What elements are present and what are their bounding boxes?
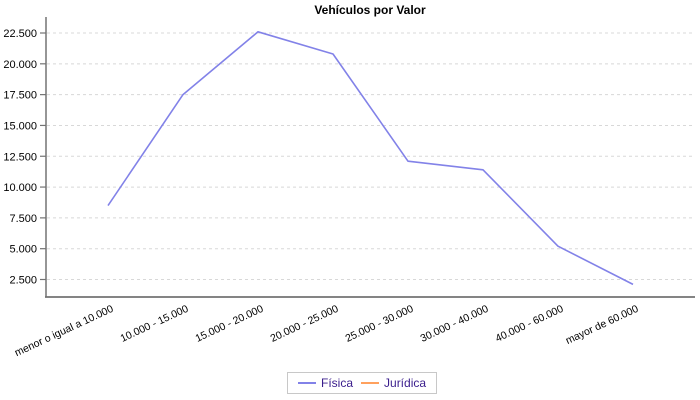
legend-label-juridica: Jurídica [384,376,427,390]
y-axis-tick-label: 5.000 [9,244,37,256]
x-axis-category-label: menor o igual a 10.000 [13,303,116,359]
legend-item-fisica: Física [298,376,353,390]
x-axis-category-label: 40.000 - 60.000 [494,303,566,345]
series-line-física [107,30,634,286]
y-axis-tick-label: 22.500 [3,28,37,40]
x-axis-category-label: 15.000 - 20.000 [194,303,266,345]
y-axis-tick-label: 15.000 [3,120,37,132]
legend-line-swatch-juridica [361,382,380,384]
legend-line-swatch-fisica [298,382,316,384]
legend-item-juridica: Jurídica [361,376,426,390]
y-axis-tick-label: 20.000 [3,59,37,71]
legend-label-fisica: Física [321,376,354,390]
x-axis-category-label: 10.000 - 15.000 [119,303,191,345]
x-axis-category-label: 25.000 - 30.000 [344,303,416,345]
y-axis-tick-label: 10.000 [3,182,37,194]
y-axis-tick-label: 7.500 [9,213,37,225]
x-axis-category-label: 30.000 - 40.000 [419,303,491,345]
chart-title: Vehículos por Valor [314,3,426,17]
y-axis-tick-label: 2.500 [9,275,37,287]
legend: Física Jurídica [287,372,438,394]
y-axis-tick-label: 17.500 [3,90,37,102]
y-axis-tick-label: 12.500 [3,151,37,163]
x-axis-category-label: mayor de 60.000 [564,303,641,347]
x-axis-category-label: 20.000 - 25.000 [269,303,341,345]
